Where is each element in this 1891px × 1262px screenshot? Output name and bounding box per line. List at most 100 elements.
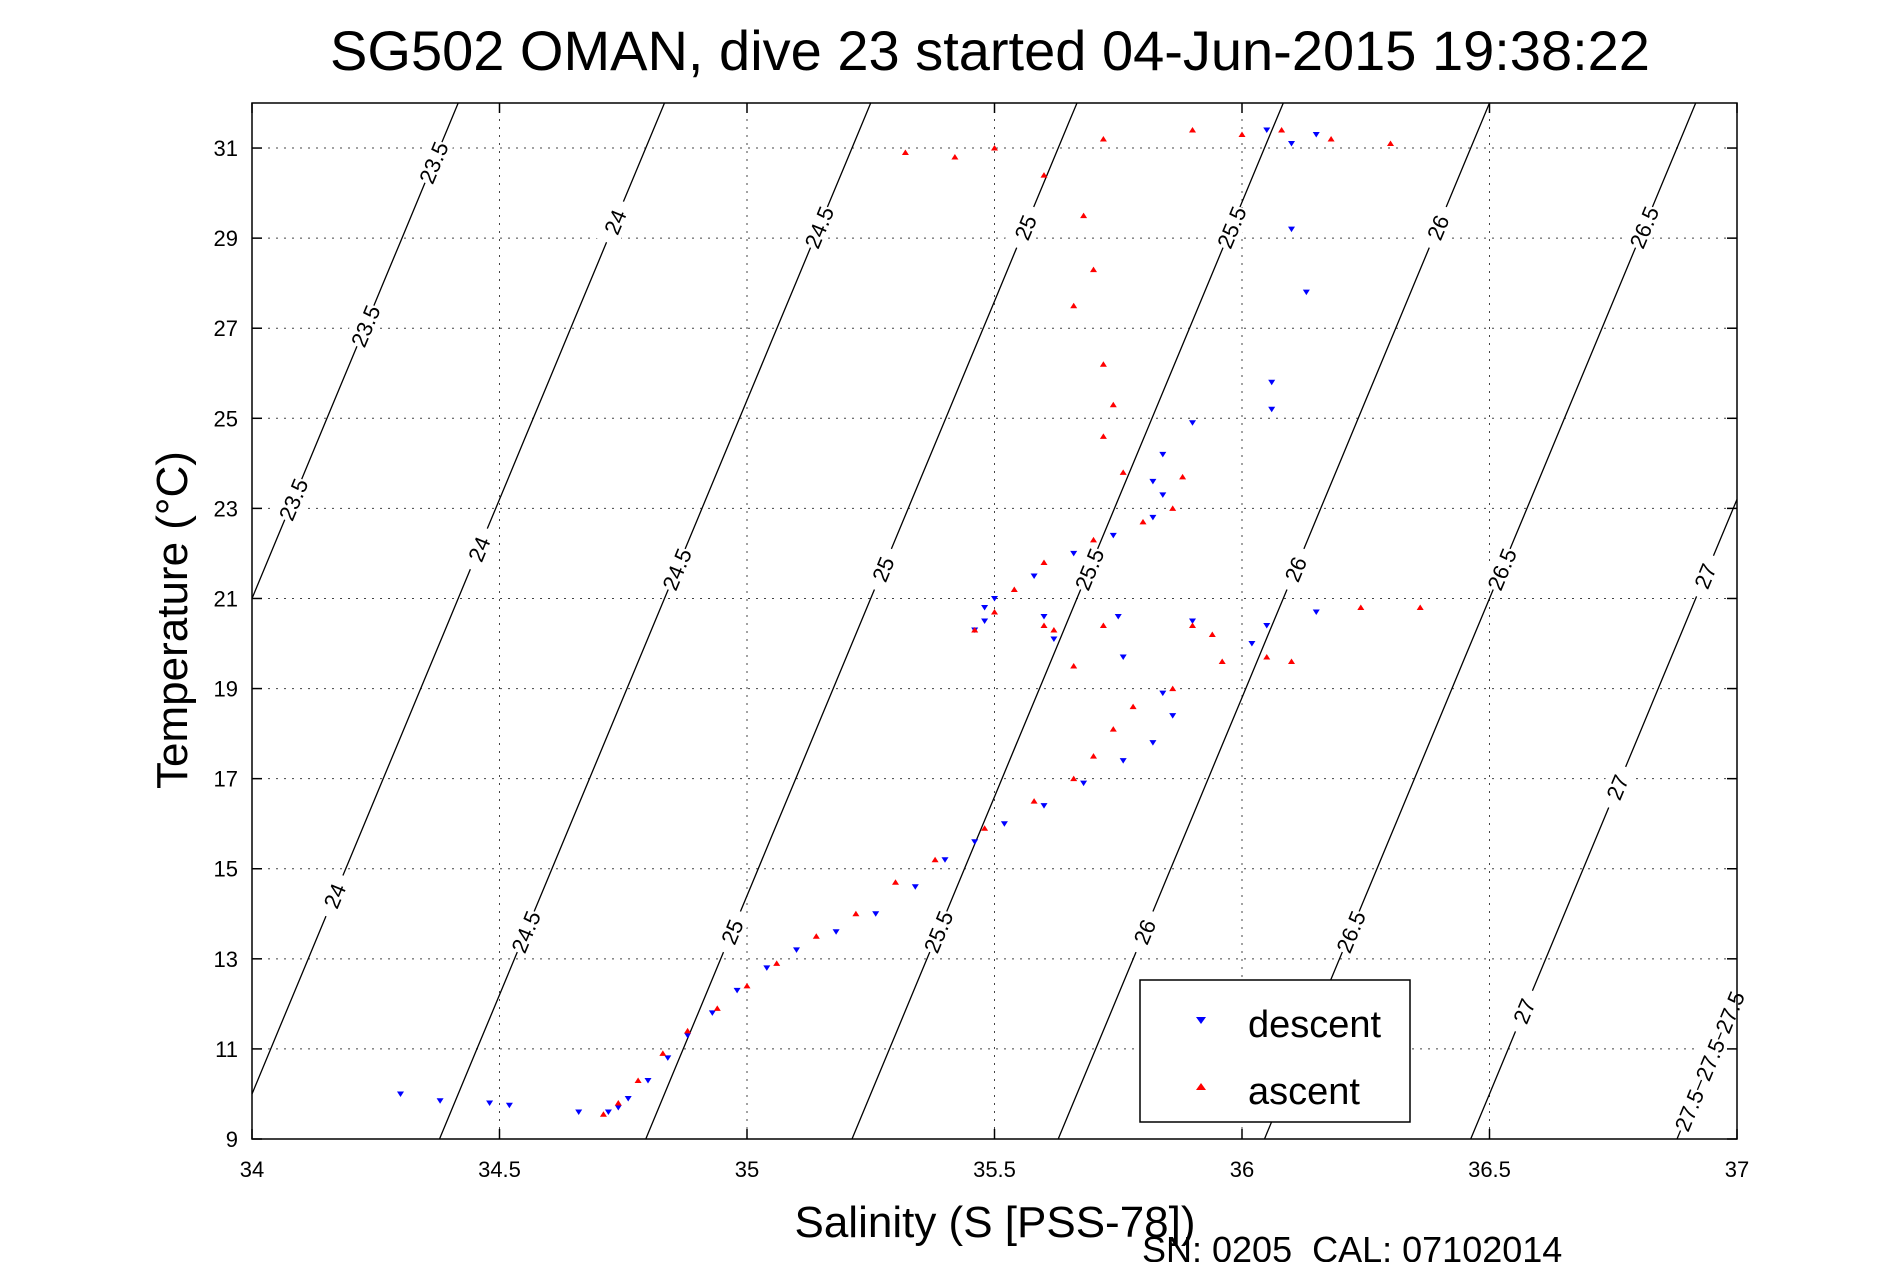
y-tick-label: 25 (214, 406, 238, 431)
contour-label-background (1683, 550, 1725, 601)
descent-point (1109, 532, 1117, 539)
ascent-point (684, 1027, 692, 1034)
descent-point (941, 857, 949, 863)
contour-label-background (1210, 201, 1252, 253)
contour-label-background (1067, 543, 1109, 595)
ascent-point (1090, 266, 1097, 273)
descent-point (793, 947, 800, 953)
ascent-point (1099, 136, 1107, 142)
density-contour-line (851, 102, 1284, 1140)
descent-point (1312, 609, 1320, 615)
density-contours: 23.523.523.524242424.524.524.525252525.5… (251, 102, 1750, 1140)
y-tick-label: 21 (214, 586, 238, 611)
descent-point (1268, 379, 1276, 386)
serial-calibration-footer: SN: 0205 CAL: 07102014 (1142, 1229, 1562, 1262)
x-tick-label: 34.5 (478, 1157, 521, 1182)
contour-label-background (1688, 1034, 1730, 1085)
contour-label-background (1502, 985, 1544, 1037)
ascent-point (1278, 127, 1286, 133)
descent-point (1288, 226, 1295, 233)
ascent-point (1263, 654, 1271, 660)
ascent-point (1070, 663, 1078, 669)
grid (252, 103, 1737, 1139)
descent-point (1169, 713, 1177, 719)
descent-point (1030, 573, 1038, 579)
contour-label-background (593, 196, 635, 247)
contour-label-background (1595, 761, 1637, 813)
density-contour-label: 23.5 (346, 302, 386, 351)
legend-descent-marker (1196, 1017, 1206, 1024)
ascent-point (1099, 361, 1107, 367)
y-tick-label: 9 (226, 1127, 238, 1152)
descent-point (1119, 654, 1127, 661)
legend-box (1139, 979, 1411, 1123)
descent-point (397, 1091, 404, 1097)
plot-frame (251, 102, 1738, 1140)
ascent-point (659, 1050, 667, 1056)
descent-point (486, 1100, 494, 1106)
descent-point (1189, 618, 1196, 624)
ascent-point (773, 960, 781, 966)
x-tick-label: 36 (1230, 1157, 1254, 1182)
ascent-point (1070, 775, 1078, 782)
descent-point (1114, 613, 1122, 620)
ascent-point (951, 154, 959, 160)
ascent-point (1139, 518, 1147, 525)
descent-point (1119, 758, 1127, 764)
descent-point (971, 839, 979, 845)
density-contour-label: 26.5 (1331, 907, 1371, 956)
descent-point (872, 911, 880, 917)
ascent-point (713, 1005, 721, 1011)
descent-point (664, 1055, 672, 1061)
contour-label-background (457, 523, 499, 574)
descent-point (436, 1098, 444, 1104)
ascent-point (1010, 586, 1018, 592)
descent-point (1248, 641, 1256, 647)
ascent-point (1179, 473, 1187, 480)
ascent-point (981, 825, 989, 831)
legend-descent-label: descent (1248, 1004, 1382, 1046)
ascent-point (1040, 172, 1048, 178)
x-tick-label: 37 (1725, 1157, 1749, 1182)
ascent-point (1090, 536, 1097, 543)
ascent-point (901, 149, 909, 156)
y-tick-label: 29 (214, 226, 238, 251)
ascent-point (1238, 131, 1246, 138)
descent-point (1149, 740, 1157, 746)
contour-label-background (313, 870, 355, 921)
y-tick-label: 19 (214, 677, 238, 702)
density-contour-line (645, 102, 1078, 1140)
descent-point (981, 604, 989, 611)
y-tick-label: 17 (214, 767, 238, 792)
contour-label-background (344, 300, 385, 351)
ascent-point (1169, 505, 1177, 511)
legend-ascent-label: ascent (1248, 1071, 1360, 1113)
ascent-point (1129, 703, 1137, 710)
descent-point (1159, 492, 1167, 498)
density-contour-line (1470, 499, 1738, 1140)
contour-label-background (1274, 543, 1315, 595)
contour-label-background (1123, 906, 1165, 957)
descent-point (1288, 141, 1295, 147)
ascent-point (1169, 685, 1177, 692)
density-contour-label: 23.5 (274, 475, 314, 524)
contour-label-background (916, 906, 958, 957)
x-tick-label: 36.5 (1468, 1157, 1511, 1182)
y-axis-label: Temperature (°C) (148, 451, 197, 789)
contour-label-background (1480, 543, 1522, 595)
descent-point (1302, 289, 1310, 296)
ascent-point (991, 608, 998, 615)
y-tick-label: 15 (214, 857, 238, 882)
descent-point (505, 1102, 513, 1109)
legend: descent ascent (1139, 979, 1411, 1123)
axis-ticks: 34 34.5 35 35.5 36 36.5 37 9 11 13 15 17 19 21 23 25 27 2… (214, 103, 1749, 1182)
descent-point (1149, 514, 1157, 521)
ascent-point (971, 627, 979, 633)
ascent-point (1040, 622, 1048, 629)
contour-label-background (412, 136, 453, 188)
descent-point (763, 965, 771, 971)
density-contour-label: 26.5 (1482, 545, 1522, 594)
descent-point (733, 987, 741, 994)
contour-label-background (797, 201, 839, 253)
descent-point (981, 618, 989, 624)
